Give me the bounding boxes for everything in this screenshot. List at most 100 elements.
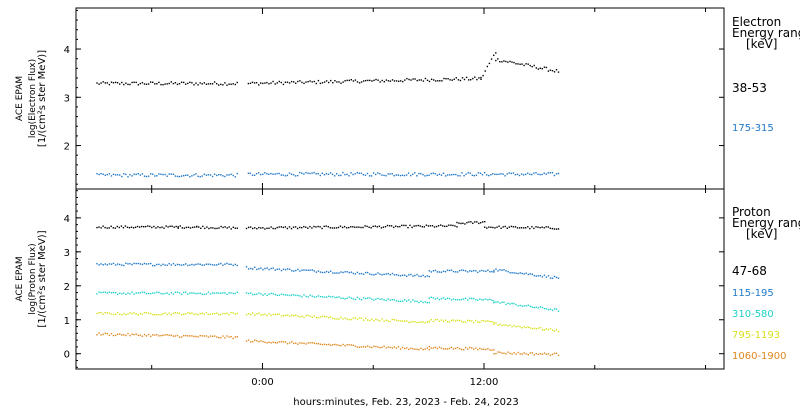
data-point xyxy=(155,227,157,229)
data-point xyxy=(420,347,422,349)
data-point xyxy=(170,292,172,294)
data-point xyxy=(254,266,256,268)
data-point xyxy=(551,277,554,279)
data-point xyxy=(307,314,309,317)
data-point xyxy=(187,174,189,176)
data-point xyxy=(488,226,490,228)
data-point xyxy=(531,173,533,176)
data-point xyxy=(151,226,153,229)
data-point xyxy=(108,334,111,337)
data-point xyxy=(527,273,529,276)
data-point xyxy=(305,81,307,83)
data-point xyxy=(213,81,216,83)
data-point xyxy=(262,340,264,343)
data-point xyxy=(501,301,503,303)
data-point xyxy=(399,174,402,177)
data-point xyxy=(352,80,355,82)
data-point xyxy=(143,311,146,314)
data-point xyxy=(367,79,369,82)
data-point xyxy=(282,83,285,86)
data-point xyxy=(172,82,175,85)
data-point xyxy=(197,292,199,295)
data-point xyxy=(129,334,131,337)
data-point xyxy=(387,346,389,348)
data-point xyxy=(395,174,397,176)
data-point xyxy=(137,173,139,175)
data-point xyxy=(462,349,465,351)
data-point xyxy=(531,66,533,68)
data-point xyxy=(348,175,350,177)
data-point xyxy=(119,174,121,176)
data-point xyxy=(98,173,100,176)
data-point xyxy=(112,313,115,316)
data-point xyxy=(437,80,439,82)
data-point xyxy=(201,83,203,85)
data-point xyxy=(305,314,307,317)
data-point xyxy=(539,227,541,229)
data-point xyxy=(410,273,412,276)
data-point xyxy=(191,263,193,266)
data-point xyxy=(205,174,208,176)
data-point xyxy=(416,175,418,177)
data-point xyxy=(422,301,424,304)
data-point xyxy=(195,292,197,295)
data-point xyxy=(183,291,185,294)
data-point xyxy=(160,334,162,337)
data-point xyxy=(467,299,469,301)
data-point xyxy=(336,344,338,346)
data-point xyxy=(338,81,340,83)
data-point xyxy=(211,313,214,315)
data-point xyxy=(254,227,256,229)
data-point xyxy=(472,222,474,224)
data-point xyxy=(315,271,318,273)
data-point xyxy=(154,314,156,316)
data-point xyxy=(511,326,513,328)
data-point xyxy=(356,296,359,299)
data-point xyxy=(477,271,479,274)
data-point xyxy=(454,320,457,322)
data-point xyxy=(270,292,272,295)
data-point xyxy=(329,227,331,229)
data-point xyxy=(319,82,322,85)
data-point xyxy=(389,299,391,301)
data-point xyxy=(430,296,432,298)
data-point xyxy=(183,313,185,315)
data-point xyxy=(419,225,421,227)
data-point xyxy=(119,313,121,315)
data-point xyxy=(104,312,106,314)
data-point xyxy=(218,336,220,339)
data-point xyxy=(434,173,436,175)
data-point xyxy=(338,296,340,298)
data-point xyxy=(315,296,318,298)
data-point xyxy=(523,352,525,354)
data-point xyxy=(473,348,475,350)
data-point xyxy=(519,63,521,65)
data-point xyxy=(418,172,420,175)
data-point xyxy=(150,312,152,315)
data-point xyxy=(293,270,295,272)
x-axis-label: hours:minutes, Feb. 23, 2023 - Feb. 24, … xyxy=(293,397,518,408)
data-point xyxy=(141,173,144,175)
data-point xyxy=(158,314,160,316)
data-point xyxy=(480,76,482,79)
data-point xyxy=(143,333,146,336)
legend-entry: 795-1193 xyxy=(732,330,780,341)
data-point xyxy=(462,298,465,300)
data-point xyxy=(418,275,420,277)
data-point xyxy=(373,299,375,301)
data-point xyxy=(323,81,326,83)
data-point xyxy=(402,80,404,83)
data-point xyxy=(328,271,330,273)
data-point xyxy=(431,225,434,227)
data-point xyxy=(205,293,208,295)
data-point xyxy=(262,268,264,271)
data-point xyxy=(344,271,346,273)
data-point xyxy=(348,318,350,321)
data-point xyxy=(468,221,470,223)
data-point xyxy=(444,271,447,273)
data-point xyxy=(369,273,371,275)
data-point xyxy=(288,172,291,174)
data-point xyxy=(325,270,328,273)
data-point xyxy=(207,313,210,316)
data-point xyxy=(337,226,340,229)
